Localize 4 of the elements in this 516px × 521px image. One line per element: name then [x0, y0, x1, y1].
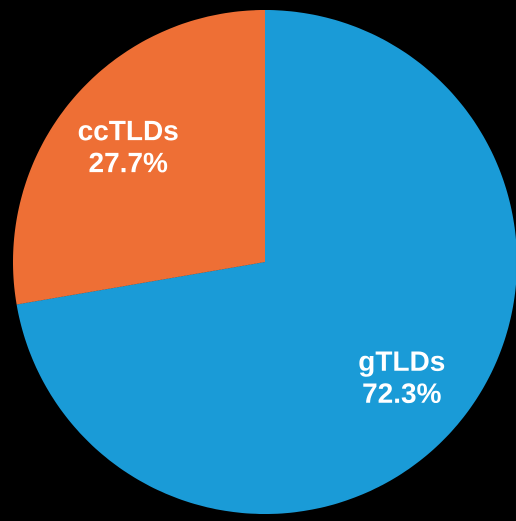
- slice-label: gTLDs: [359, 352, 444, 377]
- slice-label: ccTLDs: [78, 120, 178, 140]
- data-label: 27.7%: [89, 152, 168, 172]
- data-label: 72.3%: [363, 383, 441, 404]
